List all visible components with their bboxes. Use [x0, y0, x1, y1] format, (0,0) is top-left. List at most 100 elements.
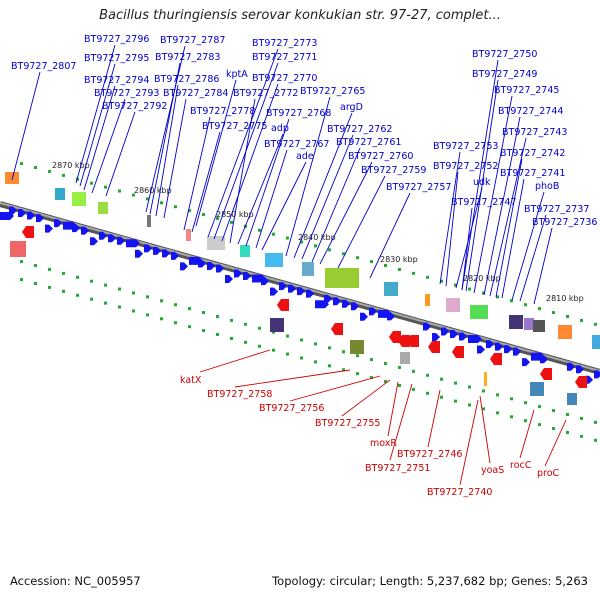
forward-gene-arrow: [351, 302, 359, 311]
gene-label[interactable]: BT9727_2775: [202, 121, 267, 132]
gene-label[interactable]: BT9727_2773: [252, 38, 317, 49]
tick-mark: [524, 401, 527, 405]
forward-gene-arrow: [18, 209, 26, 218]
tick-mark: [552, 427, 555, 431]
gene-label[interactable]: BT9727_2783: [155, 52, 220, 63]
gene-label[interactable]: BT9727_2759: [361, 165, 426, 176]
gene-label[interactable]: moxR: [370, 438, 397, 449]
gene-label[interactable]: BT9727_2737: [524, 204, 589, 215]
tick-mark: [566, 430, 569, 434]
gene-label[interactable]: BT9727_2793: [94, 88, 159, 99]
gene-label[interactable]: BT9727_2747: [451, 197, 516, 208]
tick-mark: [496, 295, 499, 299]
forward-gene-arrow: [504, 345, 512, 354]
gene-label[interactable]: BT9727_2740: [427, 487, 492, 498]
tick-mark: [174, 303, 177, 307]
gene-label[interactable]: BT9727_2758: [207, 389, 272, 400]
gene-label[interactable]: BT9727_2745: [494, 85, 559, 96]
gene-label[interactable]: BT9727_2768: [266, 108, 331, 119]
tick-mark: [272, 348, 275, 352]
tick-mark: [566, 314, 569, 318]
gene-label[interactable]: BT9727_2750: [472, 49, 537, 60]
gene-label[interactable]: ade: [296, 151, 314, 162]
leader-line: [79, 63, 116, 187]
tick-mark: [412, 271, 415, 275]
gene-label[interactable]: BT9727_2787: [160, 35, 225, 46]
gene-label[interactable]: BT9727_2756: [259, 403, 324, 414]
gene-label[interactable]: phoB: [535, 181, 559, 192]
gene-label[interactable]: argD: [340, 102, 363, 113]
tick-mark: [454, 381, 457, 385]
gene-label[interactable]: BT9727_2796: [84, 34, 149, 45]
gene-label[interactable]: BT9727_2795: [84, 53, 149, 64]
tick-mark: [230, 318, 233, 322]
tick-mark: [538, 405, 541, 409]
tick-mark: [62, 271, 65, 275]
tick-mark: [34, 264, 37, 268]
tick-mark: [104, 185, 107, 189]
tick-mark: [286, 334, 289, 338]
gene-label[interactable]: BT9727_2749: [472, 69, 537, 80]
gene-label[interactable]: BT9727_2761: [336, 137, 401, 148]
gene-label[interactable]: adp: [271, 123, 289, 134]
leader-line: [149, 62, 181, 215]
gene-label[interactable]: BT9727_2741: [500, 168, 565, 179]
gene-label[interactable]: BT9727_2746: [397, 449, 462, 460]
gene-label[interactable]: BT9727_2770: [252, 73, 317, 84]
tick-mark: [552, 311, 555, 315]
tick-mark: [524, 419, 527, 423]
gene-label[interactable]: yoaS: [481, 465, 504, 476]
gene-label[interactable]: BT9727_2807: [11, 61, 76, 72]
gene-label[interactable]: BT9727_2736: [532, 217, 597, 228]
gene-label[interactable]: BT9727_2762: [327, 124, 392, 135]
leader-line: [145, 45, 186, 213]
tick-mark: [20, 260, 23, 264]
gene-label[interactable]: BT9727_2757: [386, 182, 451, 193]
leader-line: [229, 98, 256, 244]
feature-box: [567, 393, 577, 405]
gene-label[interactable]: BT9727_2753: [433, 141, 498, 152]
gene-label[interactable]: BT9727_2786: [154, 74, 219, 85]
gene-label[interactable]: BT9727_2771: [252, 52, 317, 63]
tick-mark: [34, 166, 37, 170]
leader-line: [455, 187, 483, 289]
gene-label[interactable]: BT9727_2765: [300, 86, 365, 97]
tick-mark: [76, 293, 79, 297]
tick-mark: [300, 240, 303, 244]
gene-label[interactable]: BT9727_2752: [433, 161, 498, 172]
gene-label[interactable]: BT9727_2794: [84, 75, 149, 86]
gene-label[interactable]: BT9727_2772: [233, 88, 298, 99]
tick-mark: [384, 380, 387, 384]
gene-label[interactable]: BT9727_2744: [498, 106, 563, 117]
gene-label[interactable]: BT9727_2742: [500, 148, 565, 159]
tick-mark: [370, 376, 373, 380]
leader-line: [489, 137, 527, 297]
gene-label[interactable]: BT9727_2755: [315, 418, 380, 429]
tick-mark: [440, 279, 443, 283]
gene-label[interactable]: BT9727_2767: [264, 139, 329, 150]
gene-label[interactable]: udk: [473, 177, 491, 188]
gene-label[interactable]: rocC: [510, 460, 532, 471]
forward-labels: BT9727_2807 BT9727_2796 BT9727_2795 BT97…: [11, 34, 597, 228]
forward-gene-arrow: [72, 224, 80, 233]
gene-label[interactable]: kptA: [226, 69, 248, 80]
gene-label[interactable]: BT9727_2784: [163, 88, 228, 99]
gene-label[interactable]: BT9727_2792: [102, 101, 167, 112]
tick-mark: [48, 267, 51, 271]
forward-gene-arrow: [162, 249, 170, 258]
gene-label[interactable]: katX: [180, 375, 202, 386]
gene-label[interactable]: BT9727_2751: [365, 463, 430, 474]
gene-label[interactable]: BT9727_2778: [190, 106, 255, 117]
feature-box: [265, 253, 283, 267]
forward-gene-arrow: [360, 312, 368, 321]
feature-box: [425, 294, 430, 306]
gene-label[interactable]: proC: [537, 468, 560, 479]
leader-line: [461, 207, 473, 291]
tick-mark: [62, 173, 65, 177]
gene-label[interactable]: BT9727_2760: [348, 151, 413, 162]
tick-mark: [328, 364, 331, 368]
gene-label[interactable]: BT9727_2743: [502, 127, 567, 138]
tick-mark: [538, 307, 541, 311]
leader-line: [155, 84, 179, 217]
tick-mark: [454, 399, 457, 403]
